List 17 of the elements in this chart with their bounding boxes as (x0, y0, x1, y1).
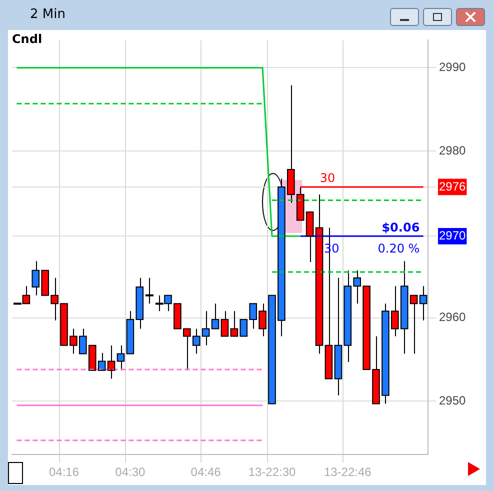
y-tick-label: 2970 (439, 228, 466, 242)
y-tick-label: 2976 (439, 179, 466, 194)
x-tick-label: 04:46 (190, 465, 222, 480)
y-tick-label: 2990 (439, 60, 466, 74)
y-tick-label: 2960 (439, 310, 466, 324)
candlestick (144, 277, 154, 304)
chart-title: 2 Min (30, 7, 66, 22)
x-tick-label: 13-22:30 (248, 465, 296, 480)
annotation: $0.06 (382, 220, 420, 234)
annotation: 30 (320, 171, 336, 186)
x-tick-label: 04:16 (48, 465, 80, 480)
y-tick-label: 2950 (439, 394, 466, 408)
x-tick-label: 04:30 (115, 465, 146, 480)
y-tick-label: 2980 (439, 143, 466, 158)
chart-subtitle: Cndl (12, 32, 42, 46)
annotation: 0.20 % (378, 241, 420, 256)
x-tick-label: 13-22:46 (324, 465, 372, 480)
